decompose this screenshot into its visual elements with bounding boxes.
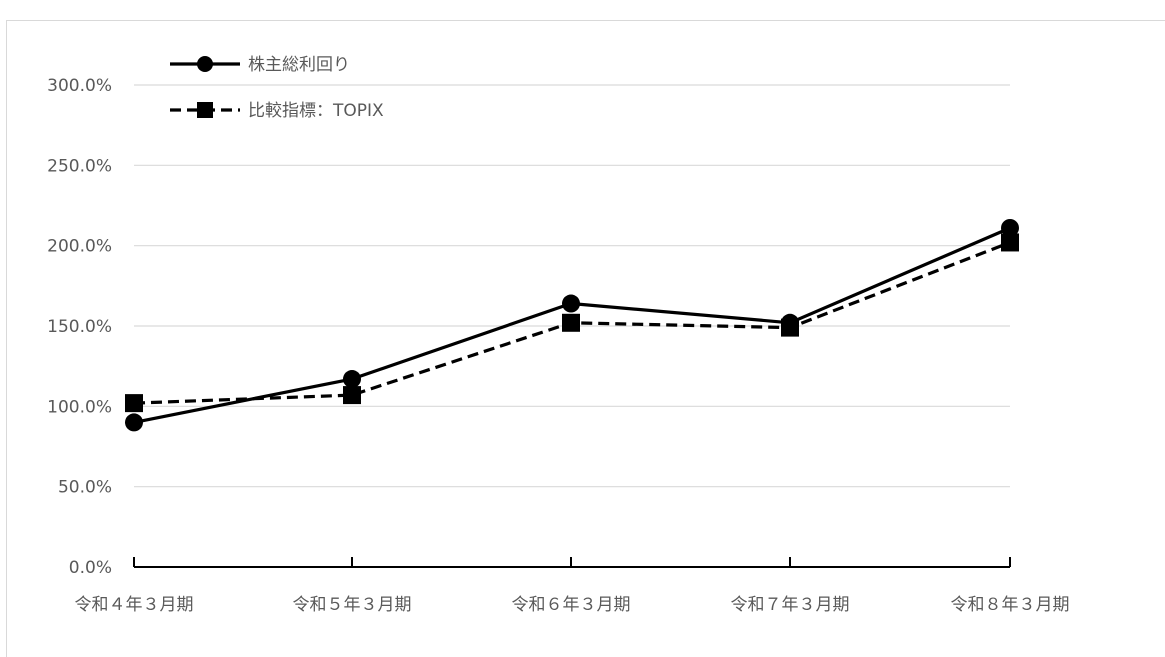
legend-marker-2 — [197, 102, 213, 118]
y-tick-label: 250.0% — [47, 156, 112, 176]
series-2-point — [1001, 233, 1019, 252]
series-1-point — [781, 313, 799, 332]
y-tick-label: 200.0% — [47, 237, 112, 257]
series-1-point — [1001, 218, 1019, 237]
x-tick-label: 令和６年３月期 — [512, 595, 631, 615]
series-2-point — [343, 386, 361, 405]
series-1-point — [125, 413, 143, 432]
x-tick-label: 令和５年３月期 — [293, 595, 412, 615]
y-tick-label: 300.0% — [47, 76, 112, 96]
y-tick-label: 0.0% — [69, 558, 112, 578]
series-lines — [125, 218, 1019, 432]
x-axis-tick-labels: 令和４年３月期 令和５年３月期 令和６年３月期 令和７年３月期 令和８年３月期 — [75, 595, 1070, 615]
x-axis — [133, 557, 1011, 568]
series-1-point — [343, 370, 361, 389]
x-tick-label: 令和７年３月期 — [731, 595, 850, 615]
series-1-point — [562, 294, 580, 313]
y-tick-label: 100.0% — [47, 397, 112, 417]
y-axis-tick-labels: 0.0% 50.0% 100.0% 150.0% 200.0% 250.0% 300.0% — [47, 76, 112, 578]
chart-frame — [6, 20, 1165, 657]
y-tick-label: 50.0% — [58, 478, 112, 498]
legend-label-1: 株主総利回り — [248, 55, 350, 75]
series-2-point — [562, 313, 580, 332]
legend-marker-1 — [197, 56, 213, 72]
x-tick-label: 令和４年３月期 — [75, 595, 194, 615]
series-2-point — [125, 394, 143, 413]
y-tick-label: 150.0% — [47, 317, 112, 337]
x-tick-label: 令和８年３月期 — [951, 595, 1070, 615]
legend-label-2: 比較指標：TOPIX — [248, 101, 384, 121]
